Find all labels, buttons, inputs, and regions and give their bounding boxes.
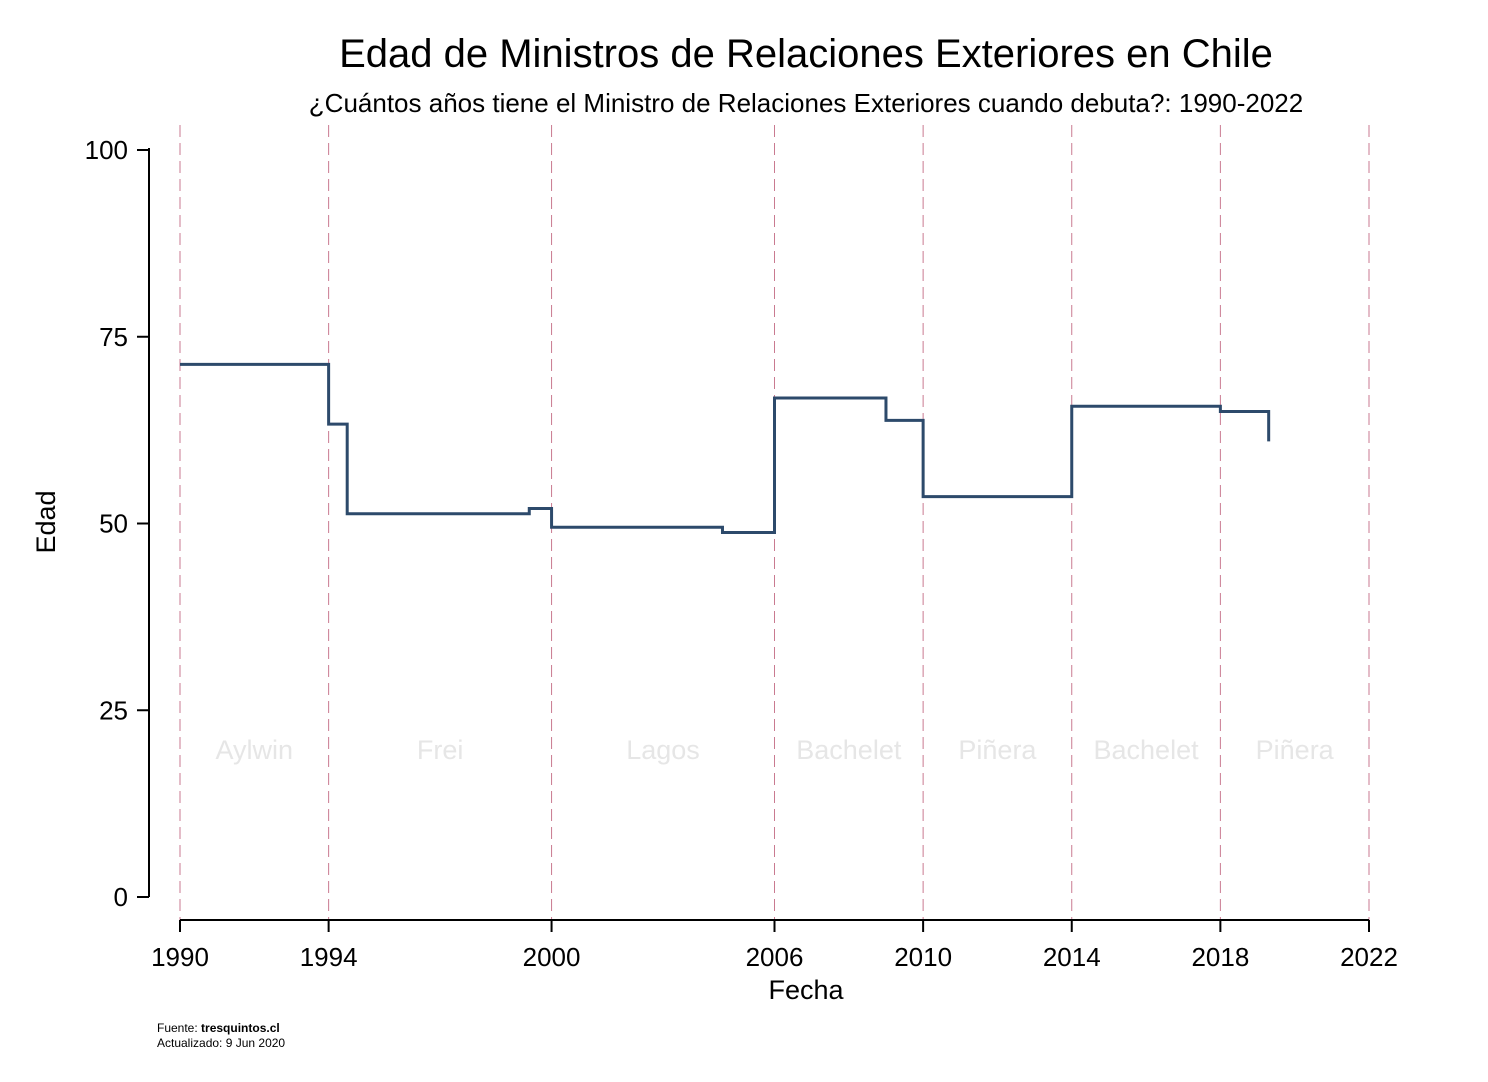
y-tick-label-3: 75: [99, 322, 128, 352]
x-tick-label-4: 2010: [894, 942, 952, 972]
source-prefix: Fuente:: [157, 1021, 201, 1035]
x-axis-ticks: 1990 1994 2000 2006 2010 2014 2018 2022: [151, 920, 1398, 972]
term-label-3: Bachelet: [796, 735, 902, 765]
x-tick-label-5: 2014: [1043, 942, 1101, 972]
term-label-2: Lagos: [626, 735, 700, 765]
term-label-6: Piñera: [1256, 735, 1335, 765]
x-tick-label-2: 2000: [523, 942, 581, 972]
term-label-0: Aylwin: [216, 735, 294, 765]
y-tick-label-2: 50: [99, 509, 128, 539]
x-axis-label: Fecha: [768, 975, 844, 1005]
x-tick-label-1: 1994: [300, 942, 358, 972]
updated-note: Actualizado: 9 Jun 2020: [157, 1036, 285, 1050]
term-labels: Aylwin Frei Lagos Bachelet Piñera Bachelet Piñ…: [216, 735, 1335, 765]
chart-title: Edad de Ministros de Relaciones Exterior…: [339, 32, 1273, 76]
x-tick-label-6: 2018: [1191, 942, 1249, 972]
y-tick-label-1: 25: [99, 695, 128, 725]
term-label-5: Bachelet: [1094, 735, 1200, 765]
x-tick-label-3: 2006: [746, 942, 804, 972]
term-label-1: Frei: [417, 735, 464, 765]
source-note: Fuente: tresquintos.cl: [157, 1021, 280, 1035]
x-tick-label-7: 2022: [1340, 942, 1398, 972]
series-group: [180, 362, 1271, 534]
y-tick-label-4: 100: [85, 135, 128, 165]
x-tick-label-0: 1990: [151, 942, 209, 972]
chart-subtitle: ¿Cuántos años tiene el Ministro de Relac…: [309, 88, 1303, 118]
term-label-4: Piñera: [958, 735, 1037, 765]
source-name: tresquintos.cl: [201, 1021, 280, 1035]
y-axis-label: Edad: [31, 490, 61, 553]
y-axis-ticks: 0 25 50 75 100: [85, 135, 149, 912]
y-tick-label-0: 0: [114, 882, 128, 912]
series-line-0: [180, 362, 1271, 534]
